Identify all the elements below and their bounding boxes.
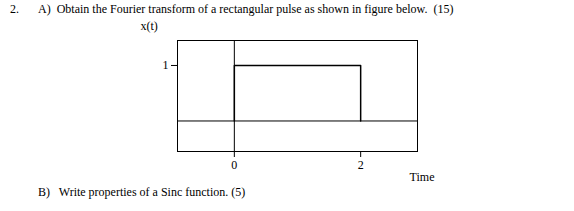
- svg-text:0: 0: [231, 158, 237, 172]
- html-text:B) Write properties of a Sinc: B) Write properties of a Sinc function. …: [38, 185, 246, 199]
- svg-text:1: 1: [163, 58, 169, 72]
- html-text:A) Obtain the Fourier transfor: A) Obtain the Fourier transform of a rec…: [38, 2, 454, 16]
- html-text:2.: 2.: [10, 2, 19, 16]
- svg-text:x(t): x(t): [141, 19, 158, 33]
- svg-text:Time: Time: [410, 170, 435, 184]
- svg-text:2: 2: [358, 158, 364, 172]
